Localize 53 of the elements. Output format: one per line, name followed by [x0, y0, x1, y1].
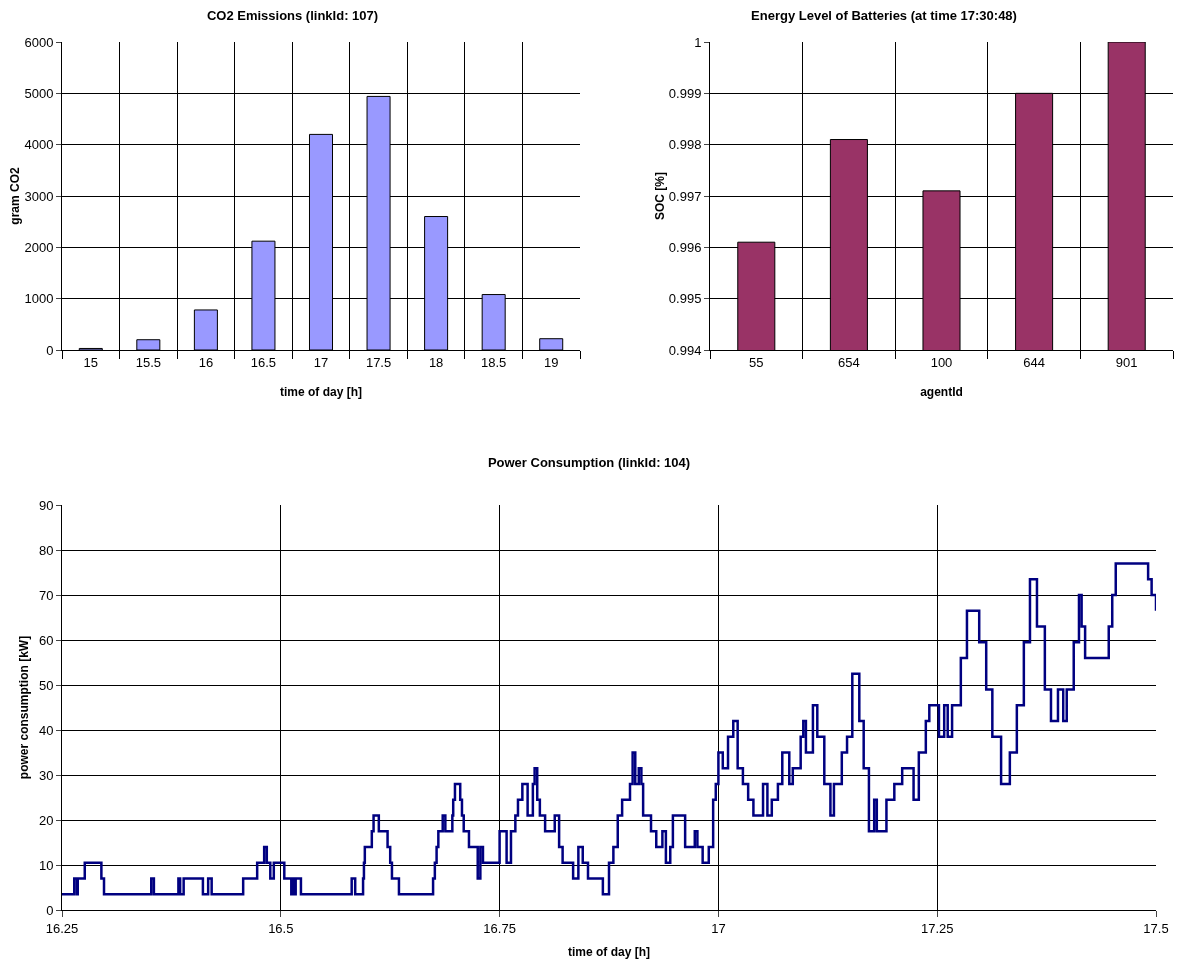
- x-tick-label: 901: [1115, 354, 1138, 370]
- x-tick-label: 16.25: [45, 920, 79, 936]
- x-tick-label: 16: [198, 354, 214, 370]
- y-tick-label: 1: [694, 34, 702, 50]
- y-tick-label: 0.999: [668, 85, 702, 101]
- y-tick-label: 20: [38, 812, 54, 828]
- chart-title: CO2 Emissions (linkId: 107): [206, 7, 379, 23]
- x-axis-title: time of day [h]: [279, 385, 363, 399]
- y-tick-label: 0.994: [668, 342, 702, 358]
- y-axis-title: gram CO2: [8, 167, 23, 225]
- y-axis-title: SOC [%]: [652, 172, 667, 220]
- y-tick-label: 0.997: [668, 188, 702, 204]
- y-tick-label: 1000: [24, 291, 54, 307]
- y-tick-label: 2000: [24, 239, 54, 255]
- x-tick-label: 15: [83, 354, 99, 370]
- y-tick-label: 0.998: [668, 137, 702, 153]
- x-tick-label: 644: [1023, 354, 1045, 370]
- y-tick-label: 40: [38, 722, 54, 738]
- y-tick-label: 0: [46, 902, 54, 918]
- y-tick-label: 60: [38, 632, 54, 648]
- x-tick-label: 16.5: [268, 920, 294, 936]
- chart-title: Energy Level of Batteries (at time 17:30:48): [751, 7, 1017, 23]
- y-tick-label: 80: [38, 542, 54, 558]
- y-tick-label: 0: [46, 342, 54, 358]
- x-axis-title: time of day [h]: [567, 945, 651, 959]
- x-tick-label: 19: [543, 354, 559, 370]
- x-tick-label: 17: [711, 920, 726, 936]
- y-tick-label: 10: [38, 857, 54, 873]
- y-tick-label: 3000: [24, 188, 54, 204]
- x-axis-title: agentId: [920, 385, 963, 399]
- y-tick-label: 4000: [24, 137, 54, 153]
- x-tick-label: 55: [749, 354, 764, 370]
- y-tick-label: 30: [38, 767, 54, 783]
- chart-title: Power Consumption (linkId: 104): [487, 454, 691, 470]
- y-tick-label: 50: [38, 677, 54, 693]
- x-tick-label: 16.75: [483, 920, 516, 936]
- x-tick-label: 17.5: [365, 354, 392, 370]
- x-tick-label: 18.5: [481, 354, 507, 370]
- x-tick-label: 18: [428, 354, 444, 370]
- x-tick-label: 17.25: [920, 920, 954, 936]
- x-tick-label: 100: [930, 354, 953, 370]
- y-tick-label: 70: [38, 587, 54, 603]
- x-tick-label: 15.5: [135, 354, 161, 370]
- y-axis-title: power consumption [kW]: [17, 635, 31, 780]
- x-tick-label: 16.5: [250, 354, 277, 370]
- x-tick-label: 17: [313, 354, 329, 370]
- y-tick-label: 5000: [24, 85, 54, 101]
- y-tick-label: 0.995: [668, 291, 702, 307]
- y-tick-label: 90: [38, 497, 54, 513]
- y-tick-label: 0.996: [668, 239, 702, 255]
- y-tick-label: 6000: [24, 34, 54, 50]
- x-tick-label: 654: [838, 354, 860, 370]
- x-tick-label: 17.5: [1143, 920, 1169, 936]
